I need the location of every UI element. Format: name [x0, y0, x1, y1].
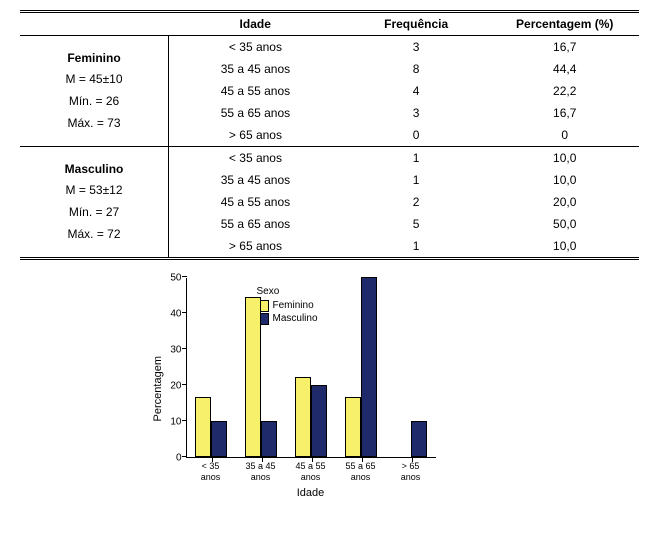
cell-age: < 35 anos [169, 36, 342, 59]
cell-freq: 1 [342, 169, 491, 191]
cell-age: 45 a 55 anos [169, 80, 342, 102]
y-tick-label: 50 [170, 273, 181, 284]
cell-pct: 0 [490, 124, 639, 147]
bars-container [187, 278, 436, 457]
cell-freq: 8 [342, 58, 491, 80]
y-tick-label: 0 [176, 453, 182, 464]
data-table: Idade Frequência Percentagem (%) Feminin… [20, 10, 639, 260]
bar [195, 397, 211, 457]
cell-freq: 4 [342, 80, 491, 102]
cell-pct: 10,0 [490, 147, 639, 170]
y-tick-label: 10 [170, 417, 181, 428]
table-row: FemininoM = 45±10Mín. = 26Máx. = 73< 35 … [20, 36, 639, 59]
group-label: MasculinoM = 53±12Mín. = 27Máx. = 72 [20, 147, 169, 258]
cell-pct: 22,2 [490, 80, 639, 102]
x-tick-label: < 35anos [186, 461, 236, 483]
y-axis-label: Percentagem [150, 356, 164, 421]
bar [411, 421, 427, 457]
bar [361, 277, 377, 457]
cell-age: 35 a 45 anos [169, 169, 342, 191]
cell-freq: 1 [342, 147, 491, 170]
cell-pct: 16,7 [490, 102, 639, 124]
cell-freq: 3 [342, 102, 491, 124]
cell-freq: 0 [342, 124, 491, 147]
header-pct: Percentagem (%) [490, 13, 639, 36]
x-tick-label: > 65anos [386, 461, 436, 483]
bar-group [386, 278, 436, 457]
header-idade: Idade [169, 13, 342, 36]
cell-age: 35 a 45 anos [169, 58, 342, 80]
cell-age: 55 a 65 anos [169, 213, 342, 235]
table-row: MasculinoM = 53±12Mín. = 27Máx. = 72< 35… [20, 147, 639, 170]
y-tick-label: 40 [170, 309, 181, 320]
x-axis-label: Idade [186, 487, 436, 499]
y-axis-ticks: 01020304050 [164, 278, 186, 458]
plot-area: Sexo FemininoMasculino [186, 278, 436, 458]
x-tick-label: 35 a 45anos [236, 461, 286, 483]
bar [295, 377, 311, 457]
cell-freq: 5 [342, 213, 491, 235]
bar-group [236, 278, 286, 457]
cell-pct: 16,7 [490, 36, 639, 59]
bar [261, 421, 277, 457]
bar-chart: Percentagem 01020304050 Sexo FemininoMas… [150, 278, 510, 499]
cell-age: > 65 anos [169, 235, 342, 257]
header-freq: Frequência [342, 13, 491, 36]
group-label: FemininoM = 45±10Mín. = 26Máx. = 73 [20, 36, 169, 147]
bar-group [286, 278, 336, 457]
cell-age: 55 a 65 anos [169, 102, 342, 124]
cell-freq: 3 [342, 36, 491, 59]
bar [311, 385, 327, 457]
cell-pct: 50,0 [490, 213, 639, 235]
bar [345, 397, 361, 457]
cell-pct: 10,0 [490, 169, 639, 191]
cell-freq: 2 [342, 191, 491, 213]
cell-age: 45 a 55 anos [169, 191, 342, 213]
cell-age: < 35 anos [169, 147, 342, 170]
x-tick-label: 55 a 65anos [336, 461, 386, 483]
y-tick-label: 30 [170, 345, 181, 356]
cell-pct: 44,4 [490, 58, 639, 80]
bar [211, 421, 227, 457]
x-axis-ticks: < 35anos35 a 45anos45 a 55anos55 a 65ano… [186, 461, 436, 483]
header-blank [20, 13, 169, 36]
bar-group [336, 278, 386, 457]
cell-freq: 1 [342, 235, 491, 257]
cell-age: > 65 anos [169, 124, 342, 147]
x-tick-label: 45 a 55anos [286, 461, 336, 483]
bar-group [187, 278, 237, 457]
cell-pct: 20,0 [490, 191, 639, 213]
y-tick-label: 20 [170, 381, 181, 392]
table-header-row: Idade Frequência Percentagem (%) [20, 13, 639, 36]
cell-pct: 10,0 [490, 235, 639, 257]
bar [245, 297, 261, 457]
